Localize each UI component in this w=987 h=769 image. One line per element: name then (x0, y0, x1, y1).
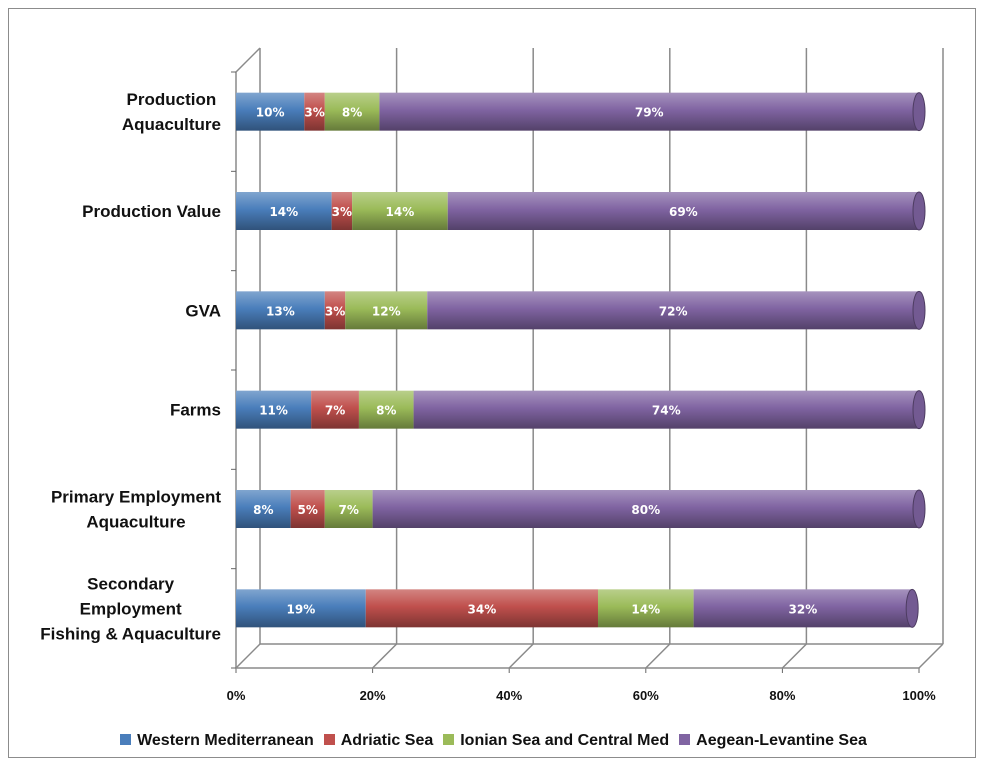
data-label-4-3: 80% (631, 503, 660, 517)
category-label-4: Primary Employment Aquaculture (51, 488, 221, 532)
data-label-0-1: 3% (304, 106, 324, 120)
bar-0-2 (324, 92, 380, 131)
bar-3-3 (413, 390, 919, 429)
x-tick-label-0: 0% (227, 688, 246, 703)
category-label-3: Farms (170, 401, 221, 420)
data-label-3-0: 11% (259, 404, 288, 418)
side-wall-top (235, 47, 261, 73)
bar-4-0 (236, 490, 291, 528)
bar-cap-0 (912, 92, 926, 132)
bar-1-3 (447, 192, 919, 230)
data-label-0-2: 8% (342, 106, 362, 120)
bar-2-2 (345, 291, 428, 330)
bar-5-3 (693, 589, 913, 628)
bar-2-1 (324, 291, 346, 330)
legend-swatch-3 (679, 734, 691, 745)
x-tick-label-4: 80% (769, 688, 795, 703)
legend-swatch-0 (120, 734, 132, 745)
bar-1-2 (352, 192, 448, 230)
legend-label-1: Adriatic Sea (340, 732, 434, 749)
data-label-1-2: 14% (386, 205, 415, 219)
bar-0-1 (304, 92, 325, 131)
bar-5-0 (236, 589, 366, 628)
chart-legend: Western Mediterranean Adriatic Sea Ionian … (0, 732, 987, 750)
bar-0-3 (379, 92, 919, 131)
data-label-1-3: 69% (669, 205, 698, 219)
bar-cap-2 (912, 290, 926, 330)
bar-1-0 (236, 192, 332, 230)
data-label-2-2: 12% (372, 304, 401, 318)
bar-1-1 (331, 192, 353, 230)
bar-5-1 (365, 589, 598, 628)
legend-label-0: Western Mediterranean (137, 732, 314, 749)
x-tick-label-5: 100% (902, 688, 936, 703)
bar-cap-3 (912, 390, 926, 430)
bar-cap-4 (912, 489, 926, 529)
bar-4-2 (324, 490, 373, 528)
floor-depth-line-2 (508, 643, 534, 669)
data-label-5-2: 14% (631, 602, 660, 616)
data-label-1-1: 3% (332, 205, 352, 219)
bar-cap-5 (905, 588, 919, 628)
x-tick-label-3: 60% (633, 688, 659, 703)
floor-depth-line-0 (235, 643, 261, 669)
bar-3-2 (358, 390, 414, 429)
bar-2-3 (427, 291, 919, 330)
data-label-0-3: 79% (635, 106, 664, 120)
data-label-4-1: 5% (298, 503, 318, 517)
legend-item-3: Aegean-Levantine Sea (679, 732, 867, 750)
bar-2-0 (236, 291, 325, 330)
data-label-3-3: 74% (652, 404, 681, 418)
legend-item-1: Adriatic Sea (323, 732, 434, 750)
x-tick-label-2: 40% (496, 688, 522, 703)
legend-label-3: Aegean-Levantine Sea (696, 732, 867, 749)
legend-label-2: Ionian Sea and Central Med (460, 732, 670, 749)
data-label-4-0: 8% (253, 503, 273, 517)
data-label-2-3: 72% (659, 304, 688, 318)
data-label-5-1: 34% (468, 602, 497, 616)
bar-3-0 (236, 390, 312, 429)
x-tick-label-1: 20% (360, 688, 386, 703)
legend-item-0: Western Mediterranean (120, 732, 314, 750)
floor-depth-line-3 (645, 643, 671, 669)
bar-4-1 (290, 490, 325, 528)
floor-depth-line-1 (372, 643, 398, 669)
category-label-1: Production Value (82, 202, 221, 221)
bar-5-2 (597, 589, 694, 628)
category-label-2: GVA (185, 301, 221, 320)
bar-3-1 (311, 390, 359, 429)
data-label-0-0: 10% (256, 106, 285, 120)
legend-item-2: Ionian Sea and Central Med (443, 732, 669, 750)
data-label-3-1: 7% (325, 404, 345, 418)
legend-swatch-1 (323, 734, 335, 745)
data-label-1-0: 14% (269, 205, 298, 219)
data-label-3-2: 8% (376, 404, 396, 418)
category-label-0: Production Aquaculture (122, 90, 221, 134)
data-label-5-3: 32% (789, 602, 818, 616)
category-label-5: Secondary Employment Fishing & Aquaculture (40, 574, 221, 643)
floor-depth-line-5 (918, 643, 944, 669)
data-label-2-0: 13% (266, 304, 295, 318)
data-label-5-0: 19% (287, 602, 316, 616)
data-label-4-2: 7% (339, 503, 359, 517)
chart-frame (8, 8, 976, 758)
data-label-2-1: 3% (325, 304, 345, 318)
floor-depth-line-4 (781, 643, 807, 669)
bar-4-3 (372, 490, 920, 528)
bar-0-0 (236, 92, 305, 131)
legend-swatch-2 (443, 734, 455, 745)
bar-cap-1 (912, 191, 926, 231)
